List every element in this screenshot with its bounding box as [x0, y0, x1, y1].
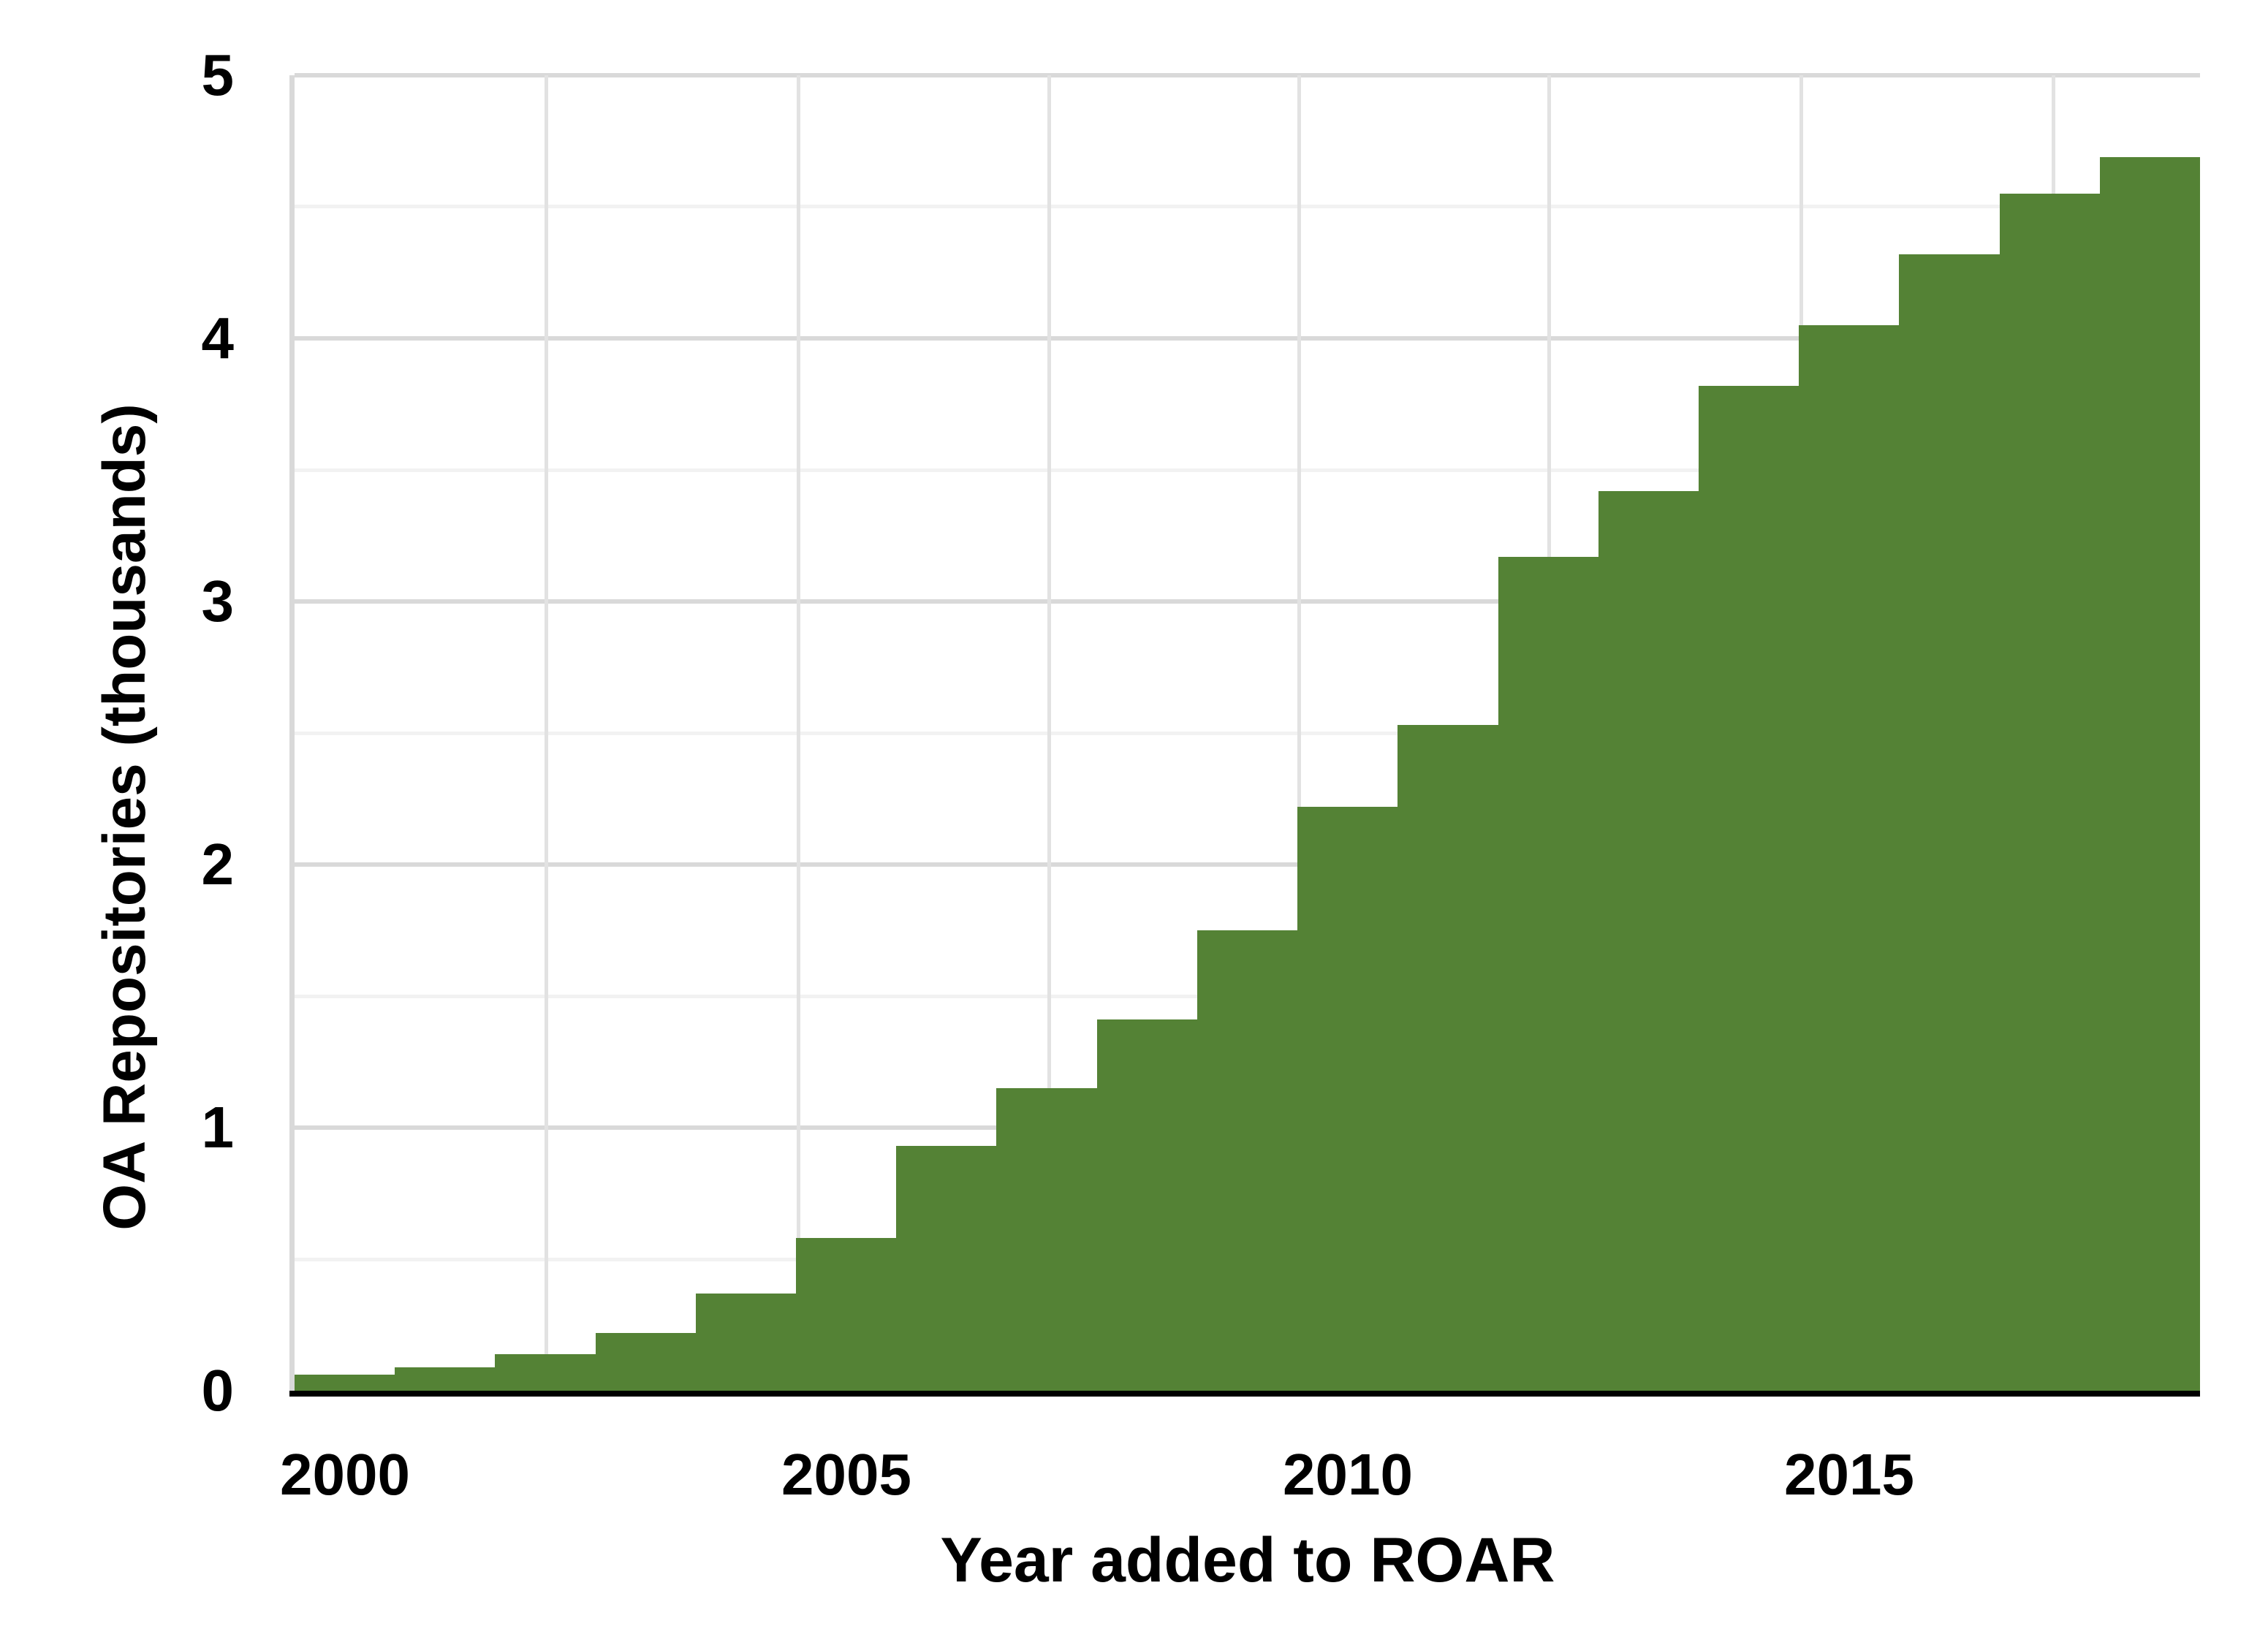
- bar-2004: [696, 1294, 797, 1391]
- bar-2008: [1097, 1019, 1198, 1391]
- gridline-y-3: [295, 599, 2200, 604]
- y-tick-1: 1: [201, 1095, 235, 1160]
- bar-2014: [1699, 386, 1799, 1391]
- gridline-y-4: [295, 336, 2200, 341]
- x-axis-title: Year added to ROAR: [940, 1525, 1555, 1595]
- gridline-x-0: [545, 75, 548, 1391]
- gridline-x-2: [1047, 75, 1051, 1391]
- gridline-y-2.5: [295, 732, 2200, 735]
- bar-2006: [896, 1146, 997, 1391]
- bar-2016: [1899, 254, 2000, 1391]
- y-tick-2: 2: [201, 832, 235, 897]
- x-tick-2015: 2015: [1784, 1442, 1914, 1507]
- bar-2018: [2100, 157, 2200, 1391]
- y-tick-3: 3: [201, 569, 235, 634]
- y-tick-0: 0: [201, 1358, 235, 1423]
- y-tick-4: 4: [201, 305, 235, 371]
- bar-2003: [596, 1333, 697, 1391]
- x-tick-2005: 2005: [781, 1442, 911, 1507]
- x-axis-line: [289, 1391, 2200, 1397]
- gridline-x-1: [797, 75, 800, 1391]
- y-tick-5: 5: [201, 42, 235, 107]
- bar-2015: [1799, 325, 1900, 1391]
- bar-2010: [1297, 807, 1398, 1391]
- bar-2007: [996, 1088, 1098, 1391]
- y-axis-line: [289, 75, 295, 1396]
- bar-2013: [1598, 491, 1699, 1391]
- bar-2009: [1197, 930, 1298, 1391]
- bar-2005: [796, 1238, 897, 1391]
- bar-2011: [1397, 725, 1499, 1391]
- bar-2017: [2000, 194, 2101, 1391]
- bar-2012: [1498, 557, 1599, 1391]
- gridline-y-3.5: [295, 468, 2200, 472]
- bar-2000: [295, 1375, 395, 1391]
- x-tick-2000: 2000: [280, 1442, 410, 1507]
- bar-2001: [395, 1367, 496, 1391]
- gridline-y-2: [295, 862, 2200, 867]
- plot-area: [295, 73, 2200, 1391]
- gridline-x-3: [1297, 75, 1301, 1391]
- bar-2002: [495, 1354, 596, 1391]
- gridline-y-4.5: [295, 205, 2200, 208]
- gridline-y-5: [295, 73, 2200, 77]
- x-tick-2010: 2010: [1283, 1442, 1413, 1507]
